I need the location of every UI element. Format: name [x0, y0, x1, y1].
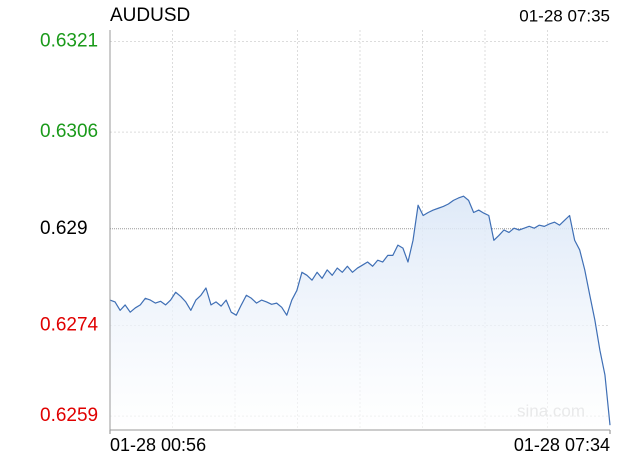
- y-tick-label: 0.6321: [40, 30, 98, 51]
- y-tick-label: 0.6259: [40, 405, 98, 426]
- price-line: [109, 195, 611, 426]
- y-tick-label: 0.6274: [40, 314, 99, 335]
- y-tick-label: 0.6306: [40, 121, 98, 142]
- chart-title: AUDUSD: [110, 5, 190, 26]
- timestamp: 01-28 07:35: [519, 6, 610, 25]
- y-tick-label: 0.629: [40, 218, 88, 239]
- area-fill: [110, 196, 610, 430]
- x-tick-label: 01-28 00:56: [110, 435, 206, 455]
- x-tick-label: 01-28 07:34: [514, 435, 610, 455]
